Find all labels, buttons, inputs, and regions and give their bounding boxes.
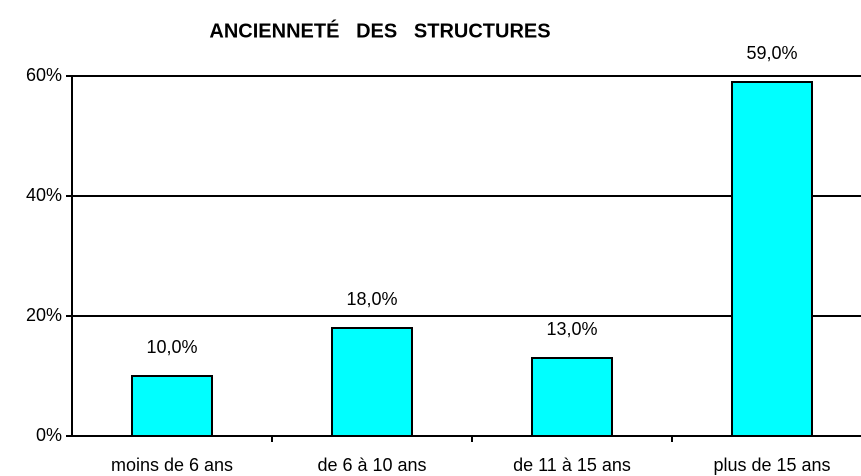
value-label: 18,0% [346, 289, 397, 309]
y-tick-label: 20% [26, 305, 62, 325]
value-label: 59,0% [746, 43, 797, 63]
x-tick-label: plus de 15 ans [713, 455, 830, 475]
y-tick-label: 40% [26, 185, 62, 205]
bar [331, 327, 413, 437]
bar [731, 81, 813, 437]
value-label: 10,0% [146, 337, 197, 357]
bar [531, 357, 613, 437]
bar [131, 375, 213, 437]
x-tick-label: moins de 6 ans [111, 455, 233, 475]
y-tick-label: 60% [26, 65, 62, 85]
x-tick-label: de 6 à 10 ans [317, 455, 426, 475]
y-tick-label: 0% [36, 425, 62, 445]
x-tick-label: de 11 à 15 ans [513, 455, 631, 475]
value-label: 13,0% [546, 319, 597, 339]
chart-title: ANCIENNETÉ DES STRUCTURES [209, 19, 550, 42]
